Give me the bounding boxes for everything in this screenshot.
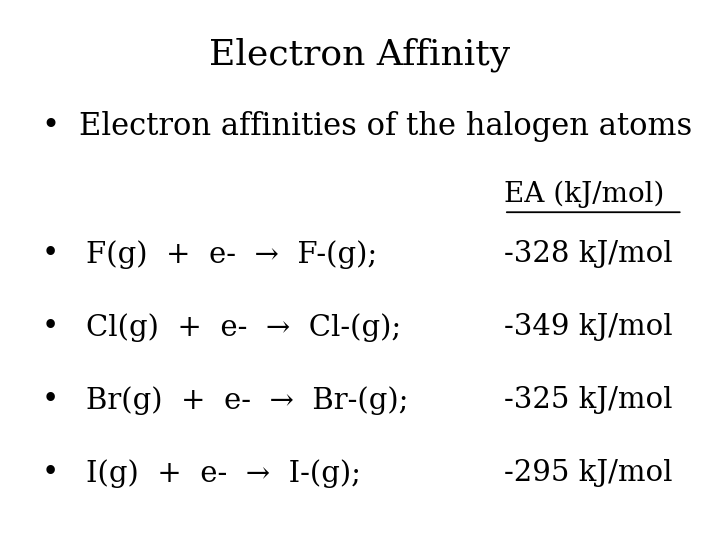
Text: I(g)  +  e-  →  I-(g);: I(g) + e- → I-(g); <box>86 459 361 488</box>
Text: •: • <box>42 313 59 341</box>
Text: EA (kJ/mol): EA (kJ/mol) <box>504 181 665 208</box>
Text: •: • <box>42 240 59 268</box>
Text: Cl(g)  +  e-  →  Cl-(g);: Cl(g) + e- → Cl-(g); <box>86 313 402 342</box>
Text: F(g)  +  e-  →  F-(g);: F(g) + e- → F-(g); <box>86 240 378 269</box>
Text: •: • <box>41 111 60 141</box>
Text: •: • <box>42 459 59 487</box>
Text: -325 kJ/mol: -325 kJ/mol <box>504 386 672 414</box>
Text: -349 kJ/mol: -349 kJ/mol <box>504 313 672 341</box>
Text: •: • <box>42 386 59 414</box>
Text: Br(g)  +  e-  →  Br-(g);: Br(g) + e- → Br-(g); <box>86 386 409 415</box>
Text: -295 kJ/mol: -295 kJ/mol <box>504 459 672 487</box>
Text: -328 kJ/mol: -328 kJ/mol <box>504 240 672 268</box>
Text: Electron Affinity: Electron Affinity <box>210 38 510 72</box>
Text: Electron affinities of the halogen atoms: Electron affinities of the halogen atoms <box>79 111 693 141</box>
